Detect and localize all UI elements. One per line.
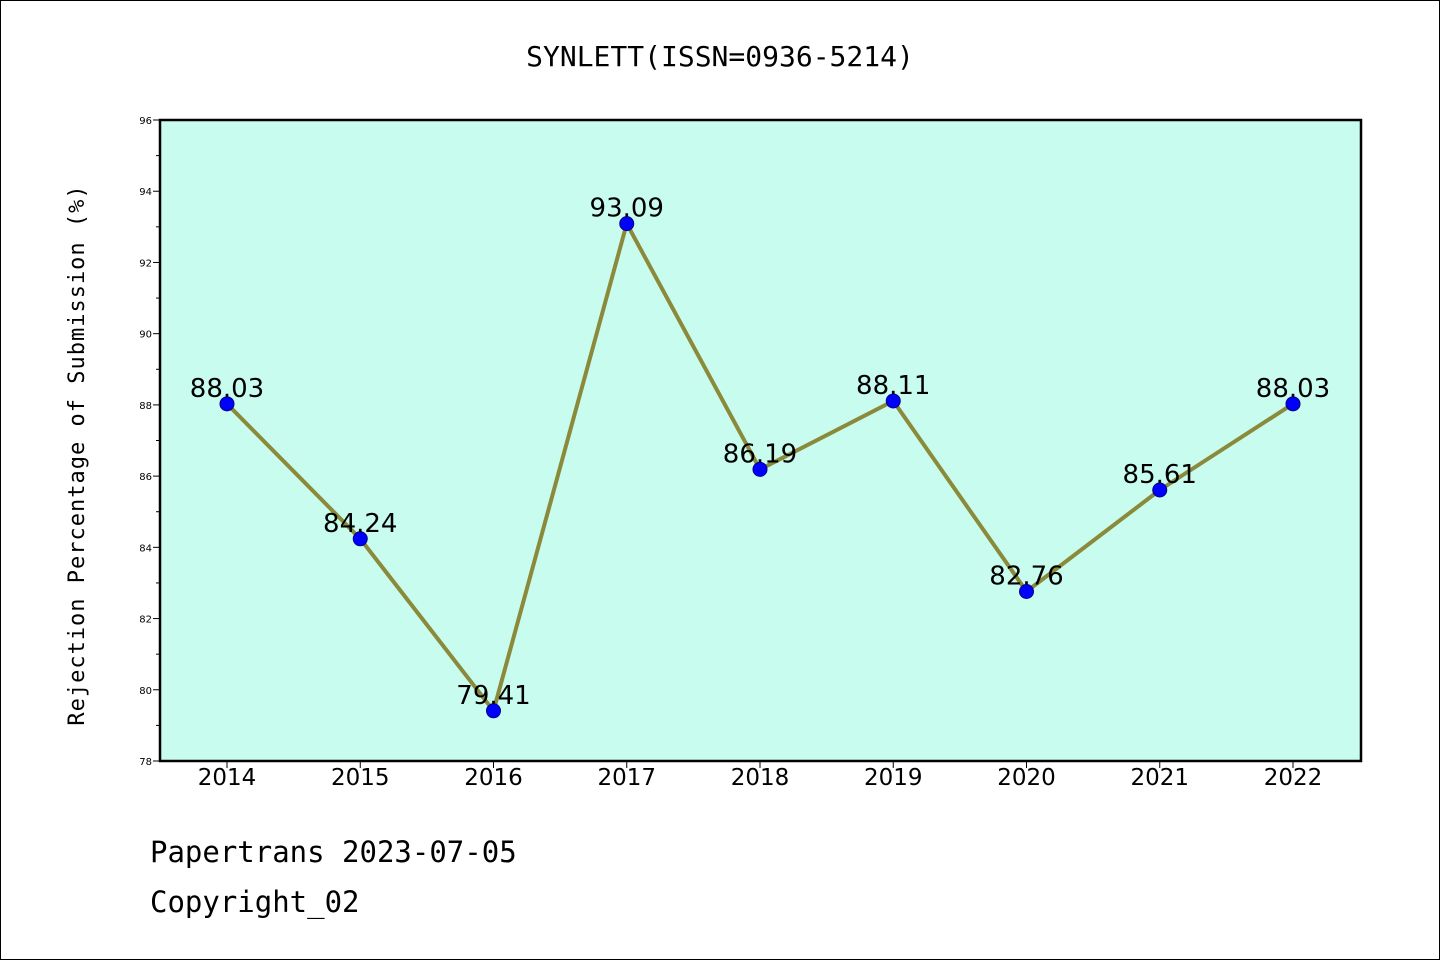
y-tick-label: 82 (139, 615, 152, 626)
data-label-2014: 88.03 (190, 374, 264, 404)
data-point-2017 (619, 216, 635, 232)
data-point-2015 (352, 531, 368, 547)
data-label-2016: 79.41 (456, 681, 530, 711)
y-tick-label: 90 (139, 330, 152, 341)
data-point-2019 (885, 393, 901, 409)
x-tick-label: 2018 (731, 765, 790, 791)
data-label-2021: 85.61 (1123, 460, 1197, 490)
y-tick-label: 88 (139, 401, 152, 412)
data-point-2021 (1152, 482, 1168, 498)
x-tick-label: 2015 (331, 765, 390, 791)
data-point-2018 (752, 461, 768, 477)
plot-area (158, 118, 1363, 763)
y-tick-label: 84 (139, 543, 152, 554)
data-point-2016 (486, 703, 501, 719)
x-tick-label: 2017 (597, 765, 656, 791)
data-label-2015: 84.24 (323, 509, 397, 539)
x-tick-label: 2019 (864, 765, 923, 791)
x-tick-label: 2016 (464, 765, 523, 791)
y-tick-label: 94 (139, 187, 152, 198)
footer-date: Papertrans 2023-07-05 (150, 835, 517, 869)
y-tick-label: 78 (139, 757, 152, 768)
x-tick-label: 2014 (198, 765, 257, 791)
data-labels: 88.03 84.24 79.41 93.09 86.19 88.11 82.76 85.61… (190, 194, 1330, 711)
x-tick-label: 2020 (997, 765, 1056, 791)
x-tick-label: 2021 (1130, 765, 1189, 791)
data-point-2014 (219, 396, 235, 412)
x-tick-label: 2022 (1264, 765, 1323, 791)
data-points (219, 216, 1301, 719)
y-tick-label: 86 (139, 472, 152, 483)
y-tick-label: 80 (139, 686, 152, 697)
data-label-2018: 86.19 (723, 439, 797, 469)
y-tick-label: 96 (139, 116, 152, 127)
data-label-2017: 93.09 (590, 194, 664, 224)
y-tick-label: 92 (139, 258, 152, 269)
data-point-2020 (1019, 583, 1034, 599)
y-axis: 78 80 82 84 86 88 90 92 94 96 (139, 116, 160, 768)
chart-title: SYNLETT(ISSN=0936-5214) (526, 40, 914, 73)
data-label-2020: 82.76 (989, 561, 1063, 591)
footer-copyright: Copyright_02 (150, 885, 360, 919)
data-label-2022: 88.03 (1256, 374, 1330, 404)
data-point-2022 (1285, 396, 1301, 412)
data-label-2019: 88.11 (856, 371, 930, 401)
x-axis: 2014 2015 2016 2017 2018 2019 2020 2021 2022 (198, 761, 1323, 791)
y-axis-label: Rejection Percentage of Submission (%) (65, 184, 90, 725)
